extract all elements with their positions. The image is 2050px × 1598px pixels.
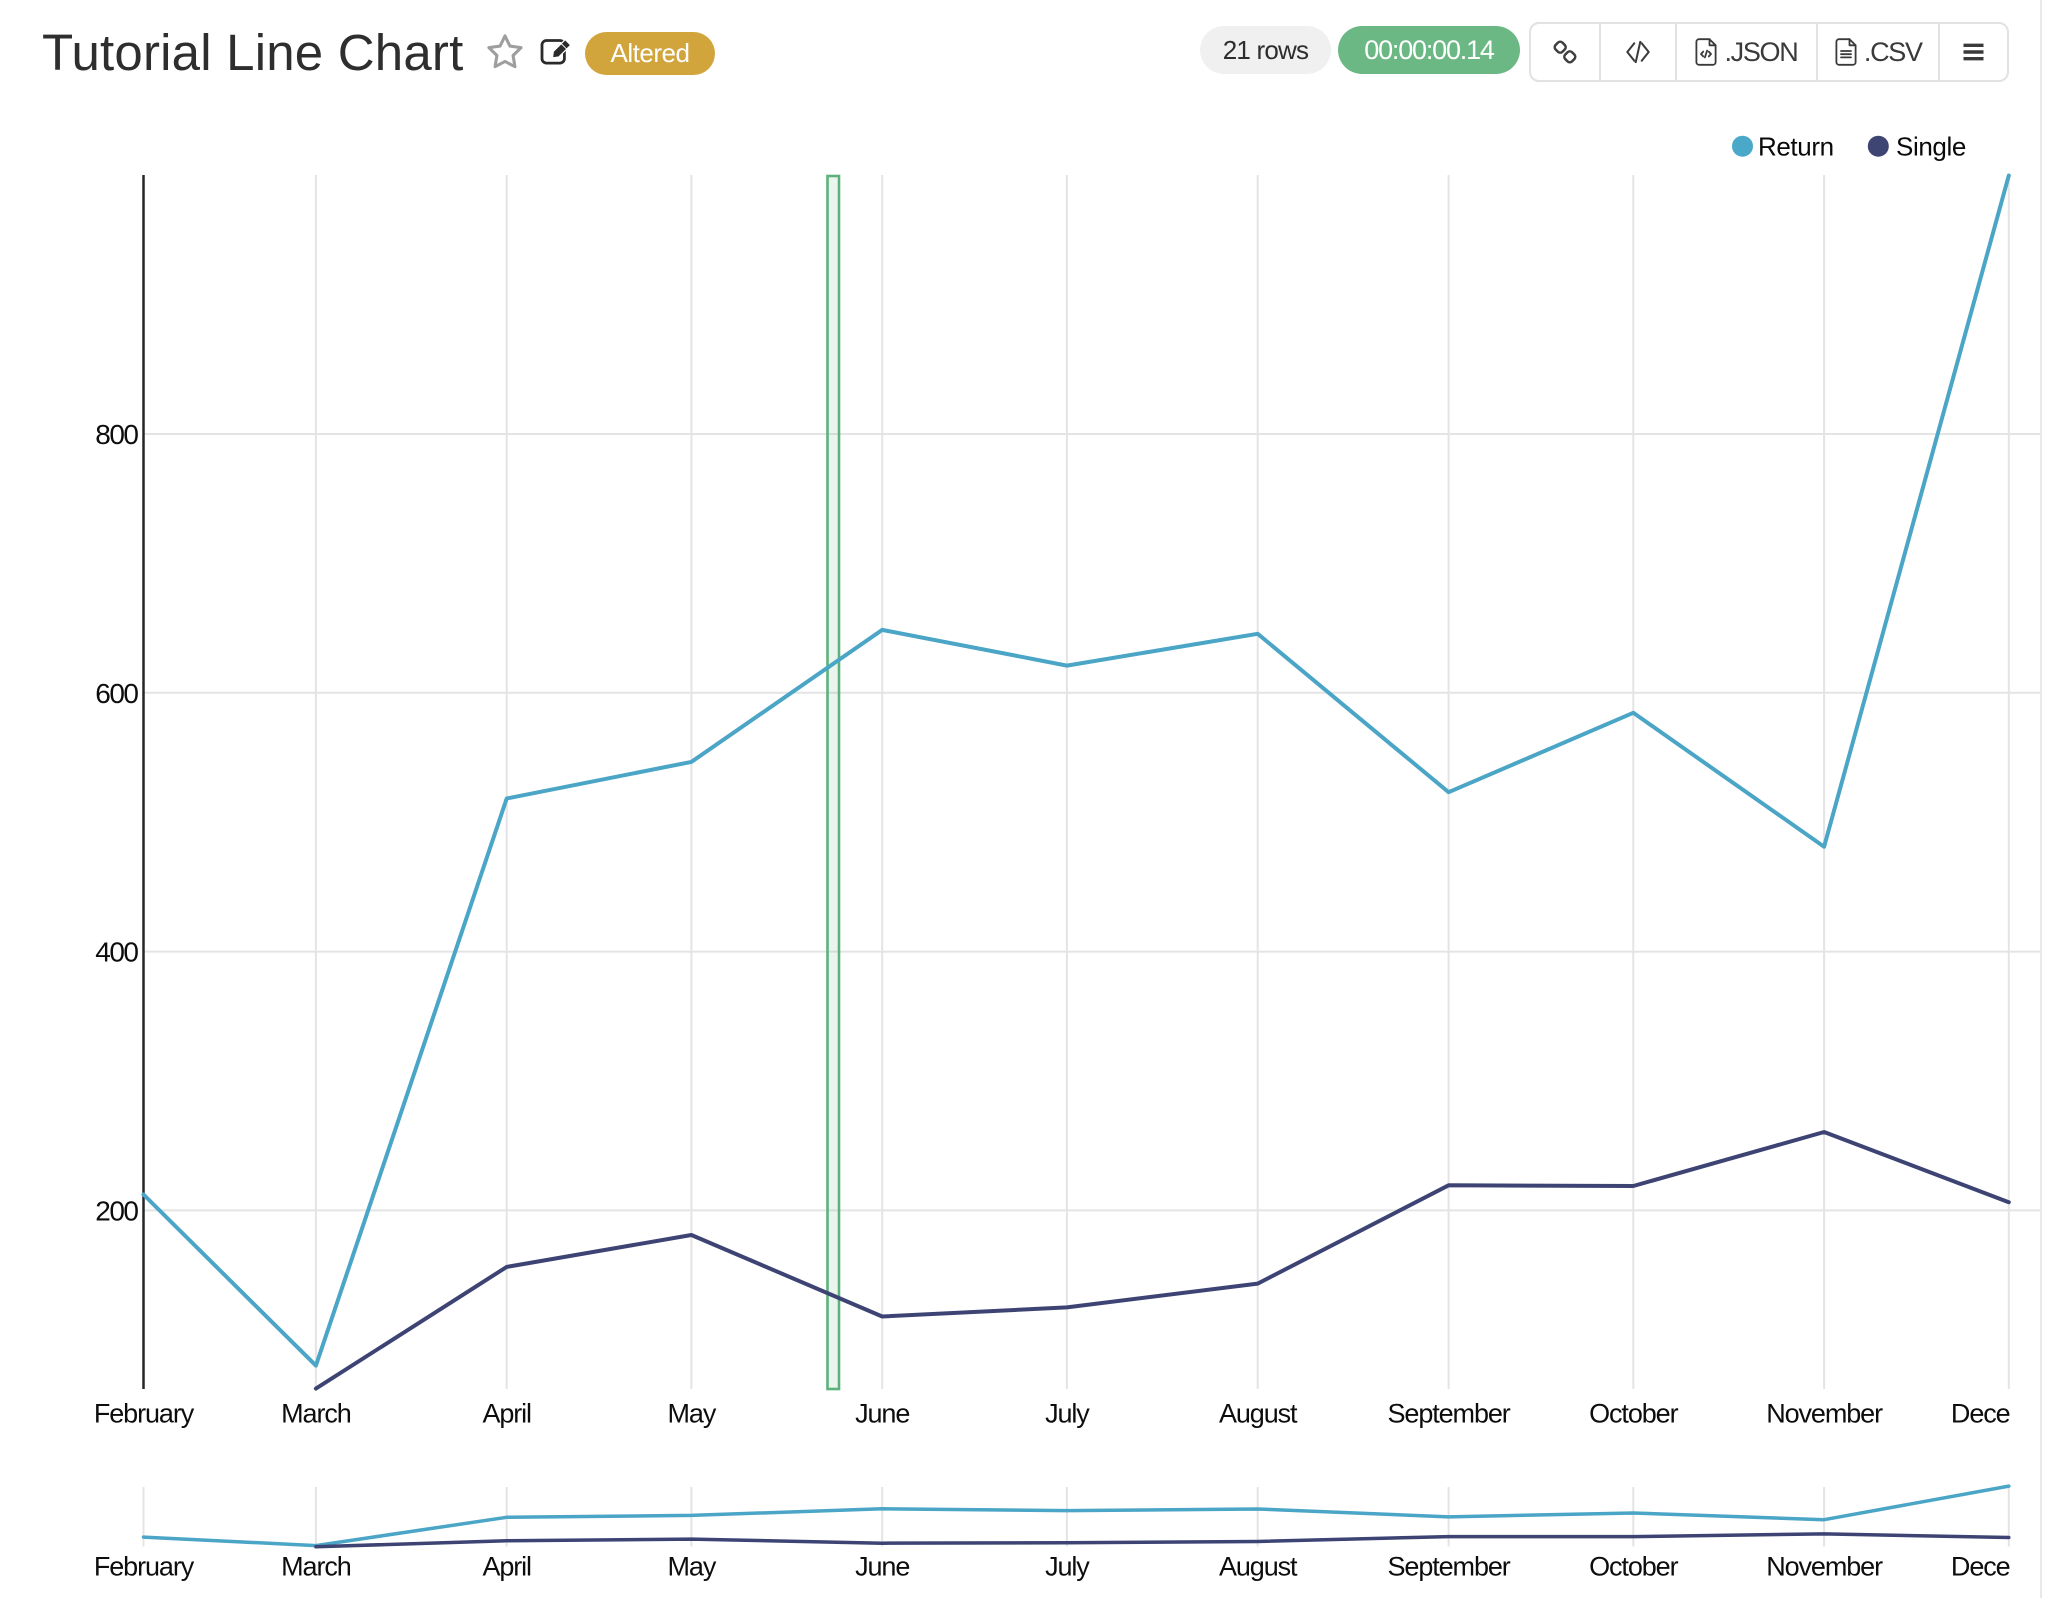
- svg-text:June: June: [855, 1552, 909, 1582]
- svg-text:March: March: [281, 1399, 351, 1429]
- svg-text:July: July: [1045, 1399, 1090, 1429]
- svg-text:May: May: [668, 1552, 717, 1582]
- svg-text:April: April: [482, 1552, 531, 1582]
- svg-text:800: 800: [95, 419, 138, 450]
- svg-text:March: March: [281, 1552, 351, 1582]
- svg-text:Return: Return: [1758, 132, 1834, 162]
- svg-text:December: December: [1951, 1399, 2050, 1429]
- svg-text:September: September: [1388, 1399, 1511, 1429]
- svg-text:200: 200: [95, 1195, 138, 1226]
- svg-text:October: October: [1589, 1552, 1678, 1582]
- svg-text:Single: Single: [1896, 132, 1966, 162]
- svg-text:September: September: [1388, 1552, 1511, 1582]
- svg-text:400: 400: [95, 937, 138, 968]
- svg-text:August: August: [1219, 1552, 1298, 1582]
- svg-text:June: June: [855, 1399, 909, 1429]
- svg-text:August: August: [1219, 1399, 1298, 1429]
- svg-text:December: December: [1951, 1552, 2050, 1582]
- svg-text:February: February: [94, 1552, 195, 1582]
- svg-text:November: November: [1766, 1399, 1883, 1429]
- svg-text:November: November: [1766, 1552, 1883, 1582]
- svg-text:October: October: [1589, 1399, 1678, 1429]
- svg-text:July: July: [1045, 1552, 1090, 1582]
- svg-text:600: 600: [95, 678, 138, 709]
- svg-text:February: February: [94, 1399, 195, 1429]
- svg-text:May: May: [668, 1399, 717, 1429]
- svg-text:April: April: [482, 1399, 531, 1429]
